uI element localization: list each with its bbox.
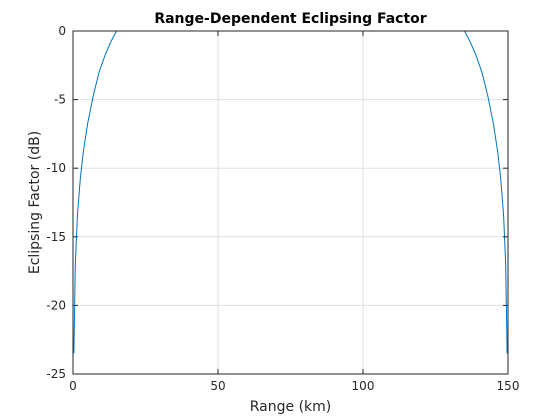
x-tick-label: 50 xyxy=(210,379,225,393)
y-axis-label: Eclipsing Factor (dB) xyxy=(27,131,43,274)
plot-area xyxy=(73,31,508,374)
x-tick-label: 0 xyxy=(69,379,77,393)
y-tick-label: -25 xyxy=(46,367,66,381)
y-tick-label: -15 xyxy=(46,230,66,244)
y-tick-label: -5 xyxy=(54,93,66,107)
y-tick-label: 0 xyxy=(58,24,66,38)
x-axis-label: Range (km) xyxy=(250,399,332,415)
x-tick-label: 150 xyxy=(497,379,520,393)
axes-box xyxy=(72,30,509,375)
x-tick-label: 100 xyxy=(352,379,375,393)
y-tick-label: -20 xyxy=(46,298,66,312)
y-tick-label: -10 xyxy=(46,161,66,175)
axis-ticks: 0 50 100 150 0 -5 -10 -15 -20 -25 xyxy=(46,24,519,393)
chart-title: Range-Dependent Eclipsing Factor xyxy=(154,11,426,27)
